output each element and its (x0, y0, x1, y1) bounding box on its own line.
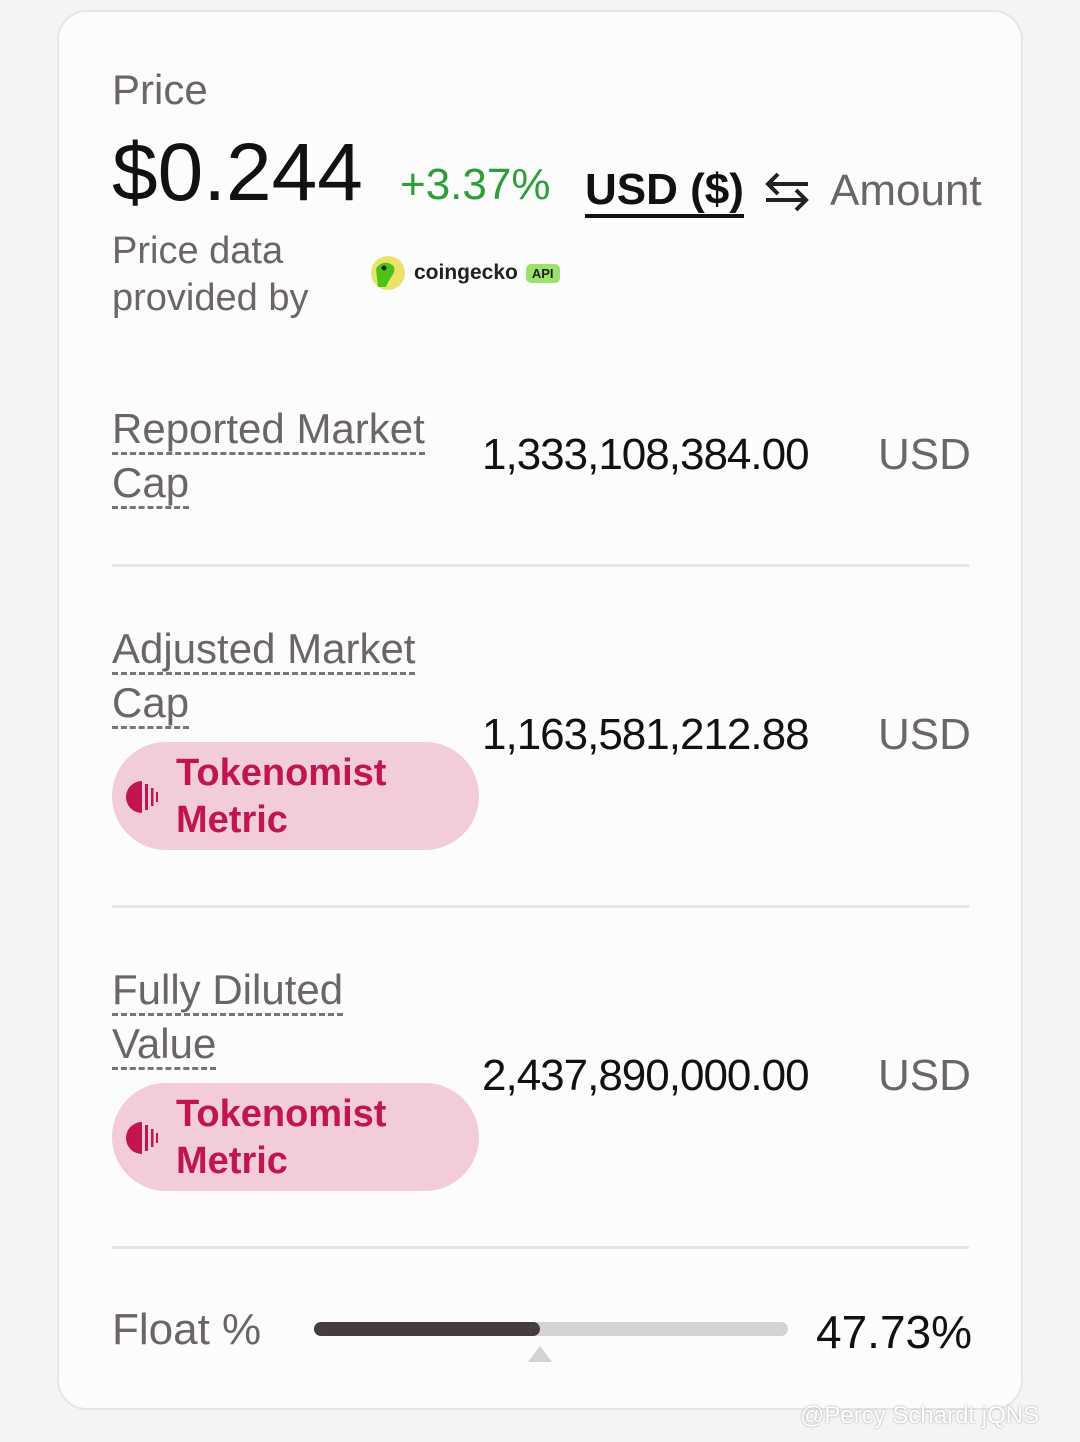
currency-select[interactable]: USD ($) (585, 166, 744, 218)
metric-label-reported-market-cap[interactable]: Reported Market Cap (112, 402, 472, 510)
float-value: 47.73% (816, 1306, 973, 1358)
divider (112, 905, 969, 908)
price-value: $0.244 (112, 127, 363, 218)
coingecko-wordmark: coingecko (414, 261, 518, 284)
metric-label-fully-diluted-value[interactable]: Fully Diluted Value (112, 963, 412, 1071)
metric-value: 1,333,108,384.00 (482, 430, 810, 479)
provider-text: Price data provided by (112, 230, 309, 319)
api-badge: API (525, 263, 560, 283)
metric-label-adjusted-market-cap[interactable]: Adjusted Market Cap (112, 622, 472, 730)
price-change: +3.37% (400, 160, 551, 209)
divider (112, 1246, 969, 1249)
metric-value: 2,437,890,000.00 (482, 1051, 810, 1100)
metric-unit: USD (878, 430, 971, 479)
coingecko-logo[interactable]: coingecko API (370, 255, 560, 291)
metric-value: 1,163,581,212.88 (482, 710, 810, 759)
metric-unit: USD (878, 710, 971, 759)
gecko-icon (371, 256, 405, 290)
swap-arrows-icon[interactable] (764, 172, 810, 212)
divider (112, 564, 969, 567)
tokenomist-icon (126, 1122, 158, 1154)
tokenomist-badge: Tokenomist Metric (112, 1083, 479, 1191)
watermark: @Percy Schardt jQNS (800, 1402, 1040, 1429)
price-label: Price (112, 66, 208, 113)
tokenomist-icon (126, 781, 158, 813)
amount-toggle[interactable]: Amount (830, 166, 982, 215)
float-bar (314, 1322, 788, 1336)
float-label: Float % (112, 1305, 262, 1354)
metric-unit: USD (878, 1051, 971, 1100)
tokenomist-badge: Tokenomist Metric (112, 742, 479, 850)
float-marker-icon (528, 1346, 553, 1362)
float-bar-fill (314, 1322, 541, 1336)
